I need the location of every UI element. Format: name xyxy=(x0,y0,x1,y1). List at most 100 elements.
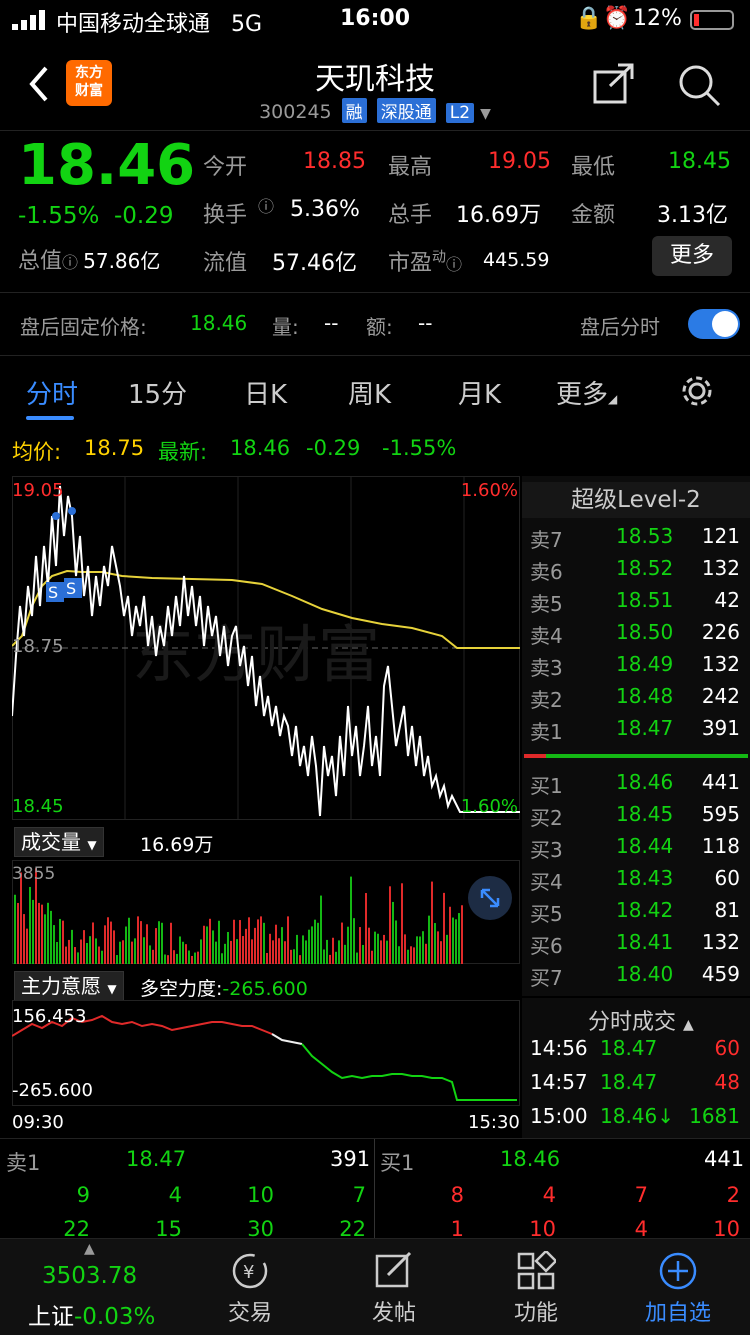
signal-icon xyxy=(12,10,45,30)
moneyflow-chart: 156.453 -265.600 xyxy=(11,1000,520,1110)
float-value: 57.46亿 xyxy=(272,251,357,276)
volume-bar xyxy=(365,893,367,964)
volume-bar xyxy=(50,910,52,964)
nav-post[interactable]: 发帖 xyxy=(371,1301,416,1326)
nav-function[interactable]: 功能 xyxy=(513,1301,558,1326)
volume-bar xyxy=(314,919,316,964)
after-hours-toggle[interactable] xyxy=(688,309,740,339)
expand-up-icon[interactable]: ▲ xyxy=(84,1241,95,1257)
volume-bar xyxy=(116,955,118,964)
level2-row[interactable]: 卖7 18.53 121 xyxy=(530,524,748,556)
queue-bid-label: 买1 xyxy=(380,1151,415,1175)
level2-volume: 60 xyxy=(714,866,740,890)
stock-code: 300245 xyxy=(259,101,332,123)
volume-selector-label[interactable]: 成交量 ▼ xyxy=(14,827,104,857)
volume-bar xyxy=(374,931,376,964)
expand-icon[interactable] xyxy=(468,876,512,920)
level2-volume: 226 xyxy=(701,620,740,644)
trade-icon[interactable]: ¥ xyxy=(230,1251,270,1291)
volume-bar xyxy=(380,940,382,964)
s-marker-1[interactable]: S xyxy=(48,583,58,602)
volume-bar xyxy=(320,895,322,964)
volume-bar xyxy=(131,941,133,964)
index-line[interactable]: 上证-0.03% xyxy=(28,1304,156,1330)
level2-row[interactable]: 卖6 18.52 132 xyxy=(530,556,748,588)
add-watchlist-icon[interactable] xyxy=(658,1251,698,1291)
level2-row[interactable]: 买4 18.43 60 xyxy=(530,866,748,898)
volume-bar xyxy=(425,943,427,964)
level2-row[interactable]: 买1 18.46 441 xyxy=(530,770,748,802)
volume-bar xyxy=(434,923,436,964)
volume-bar xyxy=(23,914,25,964)
volume-bar xyxy=(95,938,97,964)
s-marker-2[interactable]: S xyxy=(66,579,76,598)
level2-row[interactable]: 卖2 18.48 242 xyxy=(530,684,748,716)
tab-more[interactable]: 更多◢ xyxy=(556,380,618,410)
tick-title[interactable]: 分时成交 ▲ xyxy=(588,1010,694,1035)
level2-row[interactable]: 卖5 18.51 42 xyxy=(530,588,748,620)
moneyflow-indicator: 多空力度:-265.600 xyxy=(140,978,308,1000)
dropdown-icon[interactable]: ▼ xyxy=(480,106,491,122)
back-icon[interactable] xyxy=(28,66,50,102)
intraday-chart[interactable]: 东方财富 S S 19.05 18.75 18.45 1.60% 1.60% xyxy=(12,476,520,820)
tab-15min[interactable]: 15分 xyxy=(128,380,188,410)
tick-panel: 分时成交 ▲ 14:56 18.47 60 14:57 18.47 48 15:00 18.4… xyxy=(522,998,750,1138)
tag-connect: 深股通 xyxy=(376,98,436,123)
volume-bar xyxy=(437,931,439,964)
volume-bar xyxy=(443,892,445,964)
level2-price: 18.43 xyxy=(616,866,674,890)
index-value[interactable]: 3503.78 xyxy=(42,1263,138,1289)
level2-row[interactable]: 卖1 18.47 391 xyxy=(530,716,748,748)
volume-bar xyxy=(218,920,220,964)
search-icon[interactable] xyxy=(676,62,722,108)
level2-label: 买2 xyxy=(530,806,563,830)
amount-value: 3.13亿 xyxy=(657,203,728,228)
volume-total: 16.69万 xyxy=(140,834,214,856)
queue-ask-cell: 9 xyxy=(76,1183,90,1207)
volume-bar xyxy=(275,924,277,964)
level2-row[interactable]: 买5 18.42 81 xyxy=(530,898,748,930)
volume-bar xyxy=(74,947,76,964)
volume-bar xyxy=(260,916,262,964)
level2-row[interactable]: 买6 18.41 132 xyxy=(530,930,748,962)
level2-row[interactable]: 买3 18.44 118 xyxy=(530,834,748,866)
tab-monthly[interactable]: 月K xyxy=(458,380,502,410)
level2-price: 18.42 xyxy=(616,898,674,922)
volume-bar xyxy=(269,933,271,964)
post-icon[interactable] xyxy=(374,1251,414,1291)
level2-row[interactable]: 买2 18.45 595 xyxy=(530,802,748,834)
volume-bar xyxy=(251,939,253,964)
level2-row[interactable]: 卖4 18.50 226 xyxy=(530,620,748,652)
latest-value: 18.46 xyxy=(230,436,291,460)
more-button[interactable]: 更多 xyxy=(652,236,732,276)
level2-row[interactable]: 买7 18.40 459 xyxy=(530,962,748,994)
volume-bar xyxy=(245,928,247,964)
after-toggle-label: 盘后分时 xyxy=(580,315,660,339)
volume-bar xyxy=(77,952,79,964)
info-icon[interactable]: ⓘ xyxy=(258,197,275,216)
moneyflow-selector[interactable]: 主力意愿 ▼ xyxy=(14,970,124,1001)
tab-weekly[interactable]: 周K xyxy=(348,380,392,410)
volume-bar xyxy=(350,876,352,964)
level2-row[interactable]: 卖3 18.49 132 xyxy=(530,652,748,684)
volume-selector[interactable]: 成交量 ▼ xyxy=(14,826,104,857)
function-icon[interactable] xyxy=(516,1251,556,1291)
tab-daily[interactable]: 日K xyxy=(244,380,288,410)
volume-bar xyxy=(395,920,397,964)
queue-ask-label: 卖1 xyxy=(6,1151,41,1175)
volume-bar xyxy=(272,940,274,964)
settings-icon[interactable] xyxy=(680,374,714,408)
nav-trade[interactable]: 交易 xyxy=(227,1301,272,1326)
level2-label: 买3 xyxy=(530,838,563,862)
volume-bar xyxy=(401,883,403,964)
volume-bar xyxy=(158,921,160,964)
moneyflow-selector-label[interactable]: 主力意愿 ▼ xyxy=(14,971,124,1001)
share-icon[interactable] xyxy=(592,62,636,106)
volume-bar xyxy=(164,954,166,964)
volume-bar xyxy=(71,929,73,964)
volume-bar xyxy=(302,935,304,964)
nav-add-watchlist[interactable]: 加自选 xyxy=(644,1301,711,1326)
current-price: 18.46 xyxy=(18,133,196,198)
tab-intraday[interactable]: 分时 xyxy=(26,380,79,410)
queue-ask-cell: 22 xyxy=(339,1217,366,1239)
